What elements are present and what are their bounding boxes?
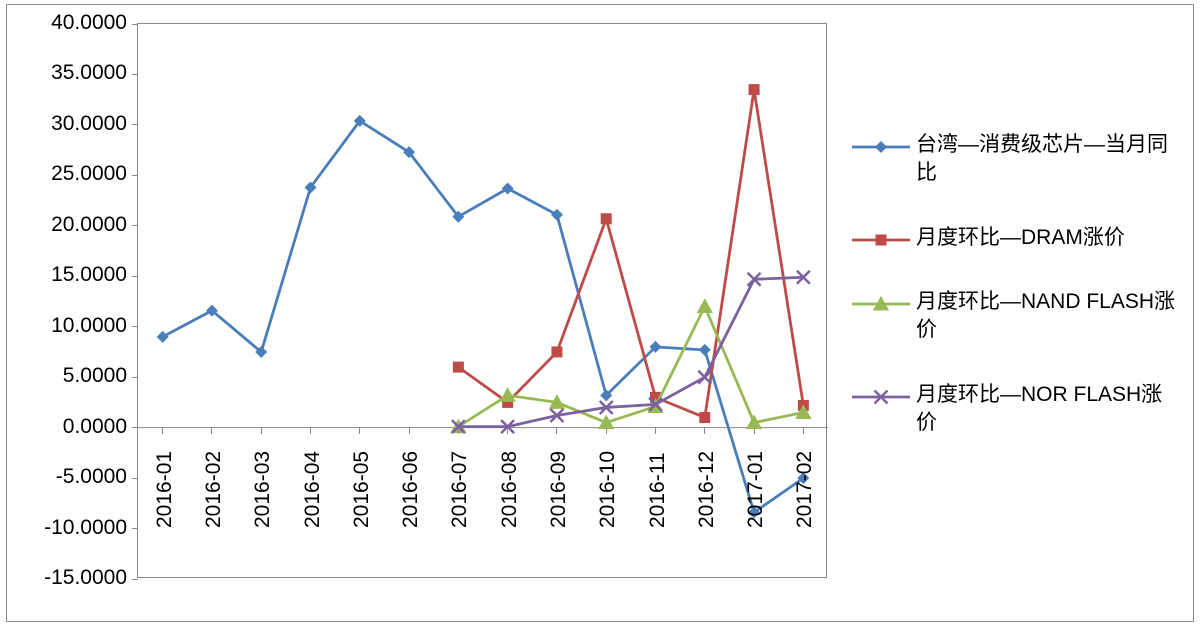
x-tick-label: 2016-09 [547,451,571,528]
y-tick [132,175,138,176]
y-tick [132,326,138,327]
x-tick-label: 2016-07 [448,451,472,528]
series-2 [450,298,811,433]
x-tick [556,428,557,434]
y-tick-label: 10.0000 [7,314,127,338]
x-tick-label: 2016-10 [596,451,620,528]
y-tick-label: -10.0000 [7,516,127,540]
y-tick [132,124,138,125]
x-tick-label: 2016-03 [251,451,275,528]
y-tick-label: 25.0000 [7,162,127,186]
series-line [458,307,803,427]
legend-swatch [852,292,910,316]
legend-text: 月度环比—DRAM涨价 [916,224,1182,252]
x-tick [211,428,212,434]
legend-item: 月度环比—DRAM涨价 [852,224,1182,252]
marker-diamond [502,182,514,194]
x-tick-label: 2016-12 [695,451,719,528]
y-tick [132,427,138,428]
x-tick [458,428,459,434]
marker-square [749,84,760,95]
y-tick [132,24,138,25]
x-tick [655,428,656,434]
x-tick [507,428,508,434]
chart-container: 40.0000 35.0000 30.0000 25.0000 20.0000 15.00… [6,4,1194,622]
y-tick-label: 40.0000 [7,11,127,35]
x-tick [606,428,607,434]
x-tick [704,428,705,434]
y-tick [132,478,138,479]
x-tick-label: 2017-01 [744,451,768,528]
legend-text: 台湾—消费级芯片—当月同比 [916,131,1182,188]
marker-diamond [551,209,563,221]
legend-item: 月度环比—NOR FLASH涨价 [852,381,1182,438]
legend-text: 月度环比—NAND FLASH涨价 [916,288,1182,345]
legend-swatch [852,385,910,409]
x-tick-label: 2016-06 [399,451,423,528]
series-line [458,90,803,418]
x-tick-label: 2016-11 [646,452,670,528]
x-tick [359,428,360,434]
marker-square [453,362,464,373]
x-tick-label: 2016-05 [350,451,374,528]
plot-area: 2016-01 2016-02 2016-03 2016-04 2016-05 2016-… [137,23,827,578]
plot-svg [138,24,828,579]
x-tick [803,428,804,434]
marker-triangle [795,404,811,419]
y-tick [132,225,138,226]
marker-diamond [157,331,169,343]
y-tick-label: 5.0000 [7,364,127,388]
y-tick [132,377,138,378]
marker-square [699,412,710,423]
legend: 台湾—消费级芯片—当月同比月度环比—DRAM涨价月度环比—NAND FLASH涨… [852,131,1182,473]
y-tick-label: -5.0000 [7,465,127,489]
x-tick-label: 2016-01 [153,451,177,528]
marker-square [601,213,612,224]
x-tick [310,428,311,434]
y-tick-label: 20.0000 [7,213,127,237]
y-tick-label: 35.0000 [7,61,127,85]
legend-swatch [852,135,910,159]
marker-triangle [500,387,516,402]
y-tick [132,74,138,75]
marker-triangle [697,298,713,313]
x-tick [162,428,163,434]
x-tick-label: 2016-08 [498,451,522,528]
x-tick [754,428,755,434]
x-tick-label: 2016-04 [301,451,325,528]
x-tick [261,428,262,434]
marker-diamond [699,344,711,356]
y-tick-label: 0.0000 [7,415,127,439]
series-3 [452,271,810,433]
y-tick [132,276,138,277]
x-tick [409,428,410,434]
y-tick [132,528,138,529]
legend-text: 月度环比—NOR FLASH涨价 [916,381,1182,438]
x-tick-label: 2017-02 [793,451,817,528]
x-tick-label: 2016-02 [202,451,226,528]
marker-square [551,346,562,357]
marker-x [698,371,711,384]
legend-item: 月度环比—NAND FLASH涨价 [852,288,1182,345]
y-tick-label: 15.0000 [7,263,127,287]
legend-swatch [852,228,910,252]
legend-item: 台湾—消费级芯片—当月同比 [852,131,1182,188]
y-tick-label: -15.0000 [7,566,127,590]
y-tick-label: 30.0000 [7,112,127,136]
y-tick [132,579,138,580]
